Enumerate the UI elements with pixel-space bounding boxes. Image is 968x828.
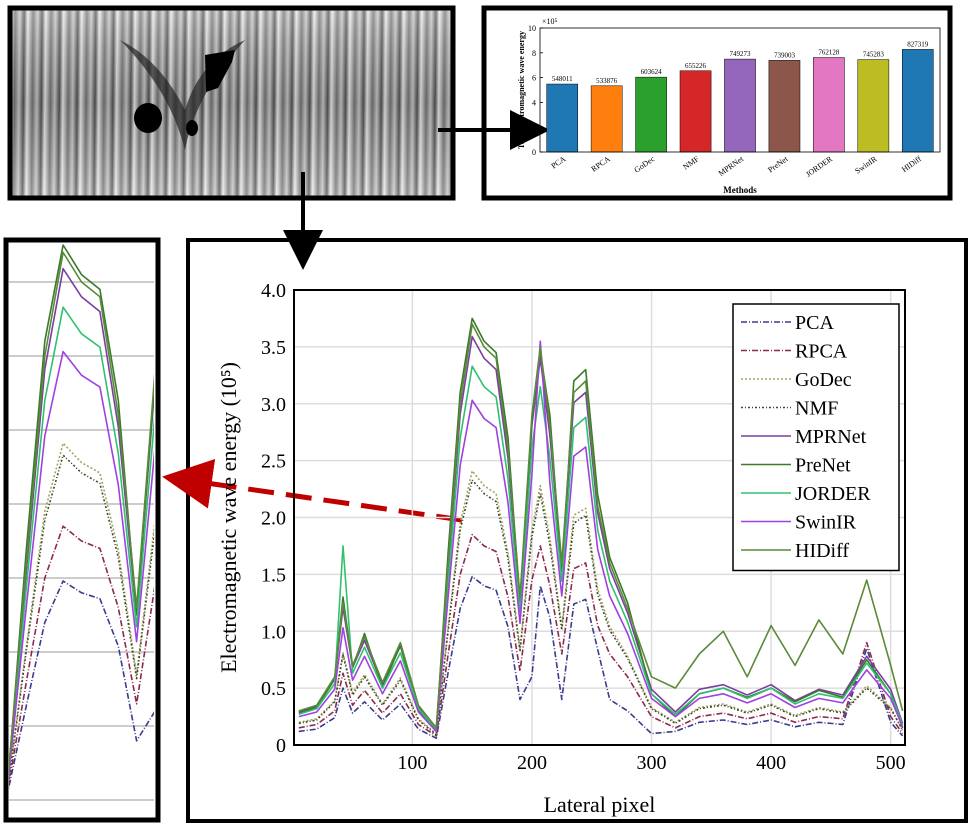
y-axis-label: Total electromagnetic wave energy bbox=[517, 31, 526, 149]
legend-label: MPRNet bbox=[795, 426, 867, 448]
legend-label: GoDec bbox=[795, 369, 852, 391]
y-tick-label: 1.5 bbox=[261, 564, 286, 586]
zoom-view bbox=[9, 244, 154, 801]
value-label: 548011 bbox=[552, 75, 573, 83]
legend-label: HIDiff bbox=[795, 540, 849, 562]
legend-label: PCA bbox=[795, 312, 834, 334]
bar bbox=[901, 49, 934, 153]
y-tick-label: 4.0 bbox=[261, 280, 286, 302]
x-tick-label: 300 bbox=[637, 752, 667, 774]
value-label: 745283 bbox=[863, 51, 885, 59]
y-tick-label: 10 bbox=[528, 24, 536, 33]
series-line bbox=[298, 335, 904, 729]
legend-box bbox=[732, 303, 900, 572]
value-label: 762128 bbox=[818, 48, 840, 56]
legend-label: PreNet bbox=[795, 455, 851, 477]
y-tick-label: 2.0 bbox=[261, 508, 286, 530]
series-line bbox=[298, 340, 904, 733]
axes-box bbox=[293, 289, 906, 746]
bar bbox=[679, 70, 712, 153]
y-tick-label: 3.0 bbox=[261, 394, 286, 416]
y-tick-label: 8 bbox=[532, 49, 536, 58]
x-axis-label: Methods bbox=[723, 185, 757, 195]
y-axis-label: Electromagnetic wave energy (10⁵) bbox=[216, 362, 241, 673]
y-tick-label: 0 bbox=[276, 735, 286, 757]
legend-label: JORDER bbox=[795, 483, 871, 505]
y-tick-label: 2 bbox=[532, 123, 536, 132]
value-label: 603624 bbox=[641, 68, 663, 76]
value-label: 533876 bbox=[596, 77, 618, 85]
legend-label: NMF bbox=[795, 398, 838, 420]
y-tick-label: 6 bbox=[532, 74, 536, 83]
series-line bbox=[298, 323, 904, 729]
bar bbox=[590, 85, 623, 153]
x-tick-label: 400 bbox=[756, 752, 786, 774]
y-tick-label: 1.0 bbox=[261, 621, 286, 643]
x-axis-label: Lateral pixel bbox=[544, 792, 656, 817]
y-tick-label: 2.5 bbox=[261, 451, 286, 473]
series-line bbox=[298, 575, 904, 740]
y-multiplier: ×10⁵ bbox=[542, 17, 558, 26]
bar bbox=[635, 76, 667, 153]
y-tick-label: 0 bbox=[532, 148, 536, 157]
y-tick-label: 4 bbox=[532, 98, 536, 107]
value-label: 739003 bbox=[774, 51, 796, 59]
bar bbox=[546, 83, 579, 153]
x-tick-label: 200 bbox=[517, 752, 547, 774]
zoom-arrow bbox=[162, 458, 463, 523]
value-label: 655226 bbox=[685, 62, 707, 70]
x-tick-label: 100 bbox=[397, 752, 427, 774]
bar bbox=[724, 58, 756, 153]
y-tick-label: 0.5 bbox=[261, 678, 286, 700]
legend-label: RPCA bbox=[795, 341, 848, 363]
line-chart: 0 0.5 1.0 1.5 2.0 2.5 3.0 3.5 4.0 100 200 300 400 500… bbox=[216, 280, 906, 817]
y-tick-label: 3.5 bbox=[261, 337, 286, 359]
x-tick-label: 500 bbox=[876, 752, 906, 774]
bar bbox=[857, 59, 890, 153]
bar bbox=[813, 57, 845, 153]
legend-label: SwinIR bbox=[795, 512, 857, 534]
value-label: 827319 bbox=[907, 40, 929, 48]
bar bbox=[768, 60, 801, 153]
axes-box bbox=[539, 27, 941, 153]
value-label: 749273 bbox=[730, 50, 752, 58]
radar-image bbox=[7, 5, 456, 201]
